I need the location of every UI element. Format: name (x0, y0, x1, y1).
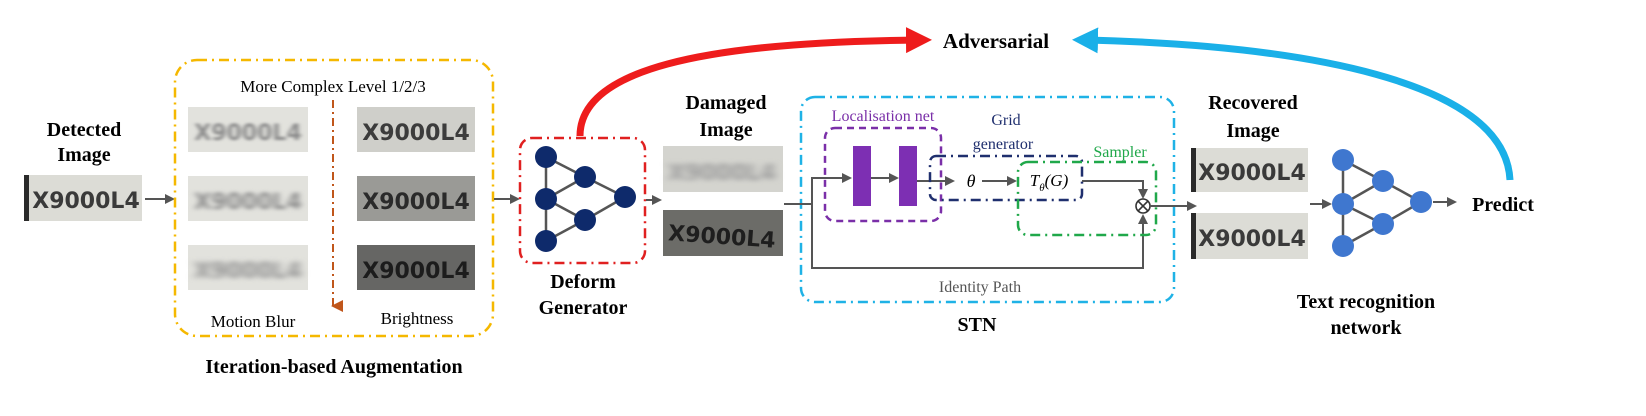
generator-label-line1: Deform (550, 271, 616, 293)
detected-image-group: Detected Image X9000L4 (24, 119, 142, 221)
generator-nodes (535, 146, 636, 252)
generator-box (518, 136, 647, 265)
sampler-box (1016, 160, 1158, 237)
combine-operator-stroke (1137, 200, 1149, 212)
augmentation-group: More Complex Level 1/2/3 X9000L4 X9000L4… (173, 58, 495, 378)
localisation-layer-2 (899, 146, 917, 206)
brightness-plate-2-text: X9000L4 (362, 190, 470, 215)
adversarial-blue-arrow (1072, 27, 1514, 181)
recognition-label-line1: Text recognition (1297, 291, 1435, 313)
detected-plate-edge (24, 175, 29, 221)
recognition-nodes (1332, 149, 1432, 257)
transform-main: T (1030, 171, 1041, 190)
recognition-node (1372, 170, 1394, 192)
predict-label: Predict (1472, 194, 1534, 216)
recovered-plate-2-edge (1191, 213, 1196, 259)
localisation-layer-1 (853, 146, 871, 206)
damaged-title-line1: Damaged (685, 92, 766, 114)
recovered-image-group: Recovered Image X9000L4 X9000L4 (1191, 92, 1308, 259)
arrow-damaged-to-localisation (784, 173, 852, 205)
damaged-plate-2 (663, 210, 783, 256)
motion-blur-plate-3-text: X9000L4 (194, 259, 302, 284)
generator-node (535, 188, 557, 210)
generator-node (535, 146, 557, 168)
generator-label-line2: Generator (539, 297, 628, 319)
deform-generator-group: Deform Generator (518, 136, 647, 319)
recovered-title-line2: Image (1226, 120, 1279, 142)
recovered-plate-1-edge (1191, 148, 1196, 192)
motion-blur-plate-1 (188, 107, 308, 152)
grid-label-line2: generator (973, 136, 1034, 153)
recognition-label-line2: network (1330, 317, 1402, 339)
detected-plate-text: X9000L4 (32, 189, 140, 214)
motion-blur-plate-2 (188, 176, 308, 221)
motion-blur-plate-1-text: X9000L4 (194, 121, 302, 146)
brightness-label: Brightness (381, 309, 454, 328)
stn-group: STN Identity Path Localisation net Grid … (784, 95, 1197, 336)
recovered-plate-1 (1191, 148, 1308, 192)
recognition-node (1372, 213, 1394, 235)
augmentation-level-label: More Complex Level 1/2/3 (240, 77, 426, 96)
augmentation-section-label: Iteration-based Augmentation (205, 356, 462, 378)
recovered-title-line1: Recovered (1208, 92, 1298, 114)
recovered-plate-1-text: X9000L4 (1198, 161, 1306, 186)
recovered-plate-2-text: X9000L4 (1198, 227, 1306, 252)
identity-path-label: Identity Path (939, 279, 1021, 296)
motion-blur-plate-3 (188, 245, 308, 290)
theta-symbol: θ (967, 171, 976, 191)
transform-arg: (G) (1045, 171, 1069, 190)
recovered-plate-2 (1191, 213, 1308, 259)
damaged-plate-1 (663, 146, 783, 192)
recognition-node (1410, 191, 1432, 213)
motion-blur-label: Motion Blur (211, 312, 296, 331)
generator-node (574, 166, 596, 188)
damaged-title-line2: Image (699, 119, 752, 141)
recognition-network-group: Predict Text recognition network (1297, 149, 1534, 339)
adversarial-red-arrow (576, 27, 932, 137)
recognition-node (1332, 193, 1354, 215)
recognition-node (1332, 235, 1354, 257)
detected-title-line2: Image (57, 144, 110, 166)
stn-box (799, 95, 1176, 304)
brightness-plate-2 (357, 176, 475, 221)
stn-label: STN (958, 314, 997, 336)
transform-sub: θ (1039, 182, 1045, 194)
motion-blur-plate-2-text: X9000L4 (194, 190, 302, 215)
recognition-node (1332, 149, 1354, 171)
augmentation-box (173, 58, 495, 338)
generator-node (574, 209, 596, 231)
brightness-plate-3 (357, 245, 475, 290)
detected-plate (24, 175, 142, 221)
generator-node (614, 186, 636, 208)
generator-node (535, 230, 557, 252)
localisation-box (823, 126, 943, 223)
damaged-plate-1-text: X9000L4 (668, 161, 776, 186)
sampler-label: Sampler (1093, 144, 1147, 161)
detected-title-line1: Detected (47, 119, 121, 141)
localisation-label: Localisation net (832, 108, 935, 125)
transform-expression: Tθ(G) (1030, 171, 1069, 194)
adversarial-label: Adversarial (943, 29, 1049, 53)
grid-label-line1: Grid (991, 112, 1020, 129)
damaged-image-group: Damaged Image X9000L4 X9000L4 (663, 92, 783, 256)
grid-generator-box (928, 154, 1084, 202)
brightness-plate-1-text: X9000L4 (362, 121, 470, 146)
brightness-plate-3-text: X9000L4 (362, 259, 470, 284)
identity-path-line (811, 204, 1148, 269)
arrow-transform-to-combine (1082, 180, 1148, 199)
brightness-plate-1 (357, 107, 475, 152)
